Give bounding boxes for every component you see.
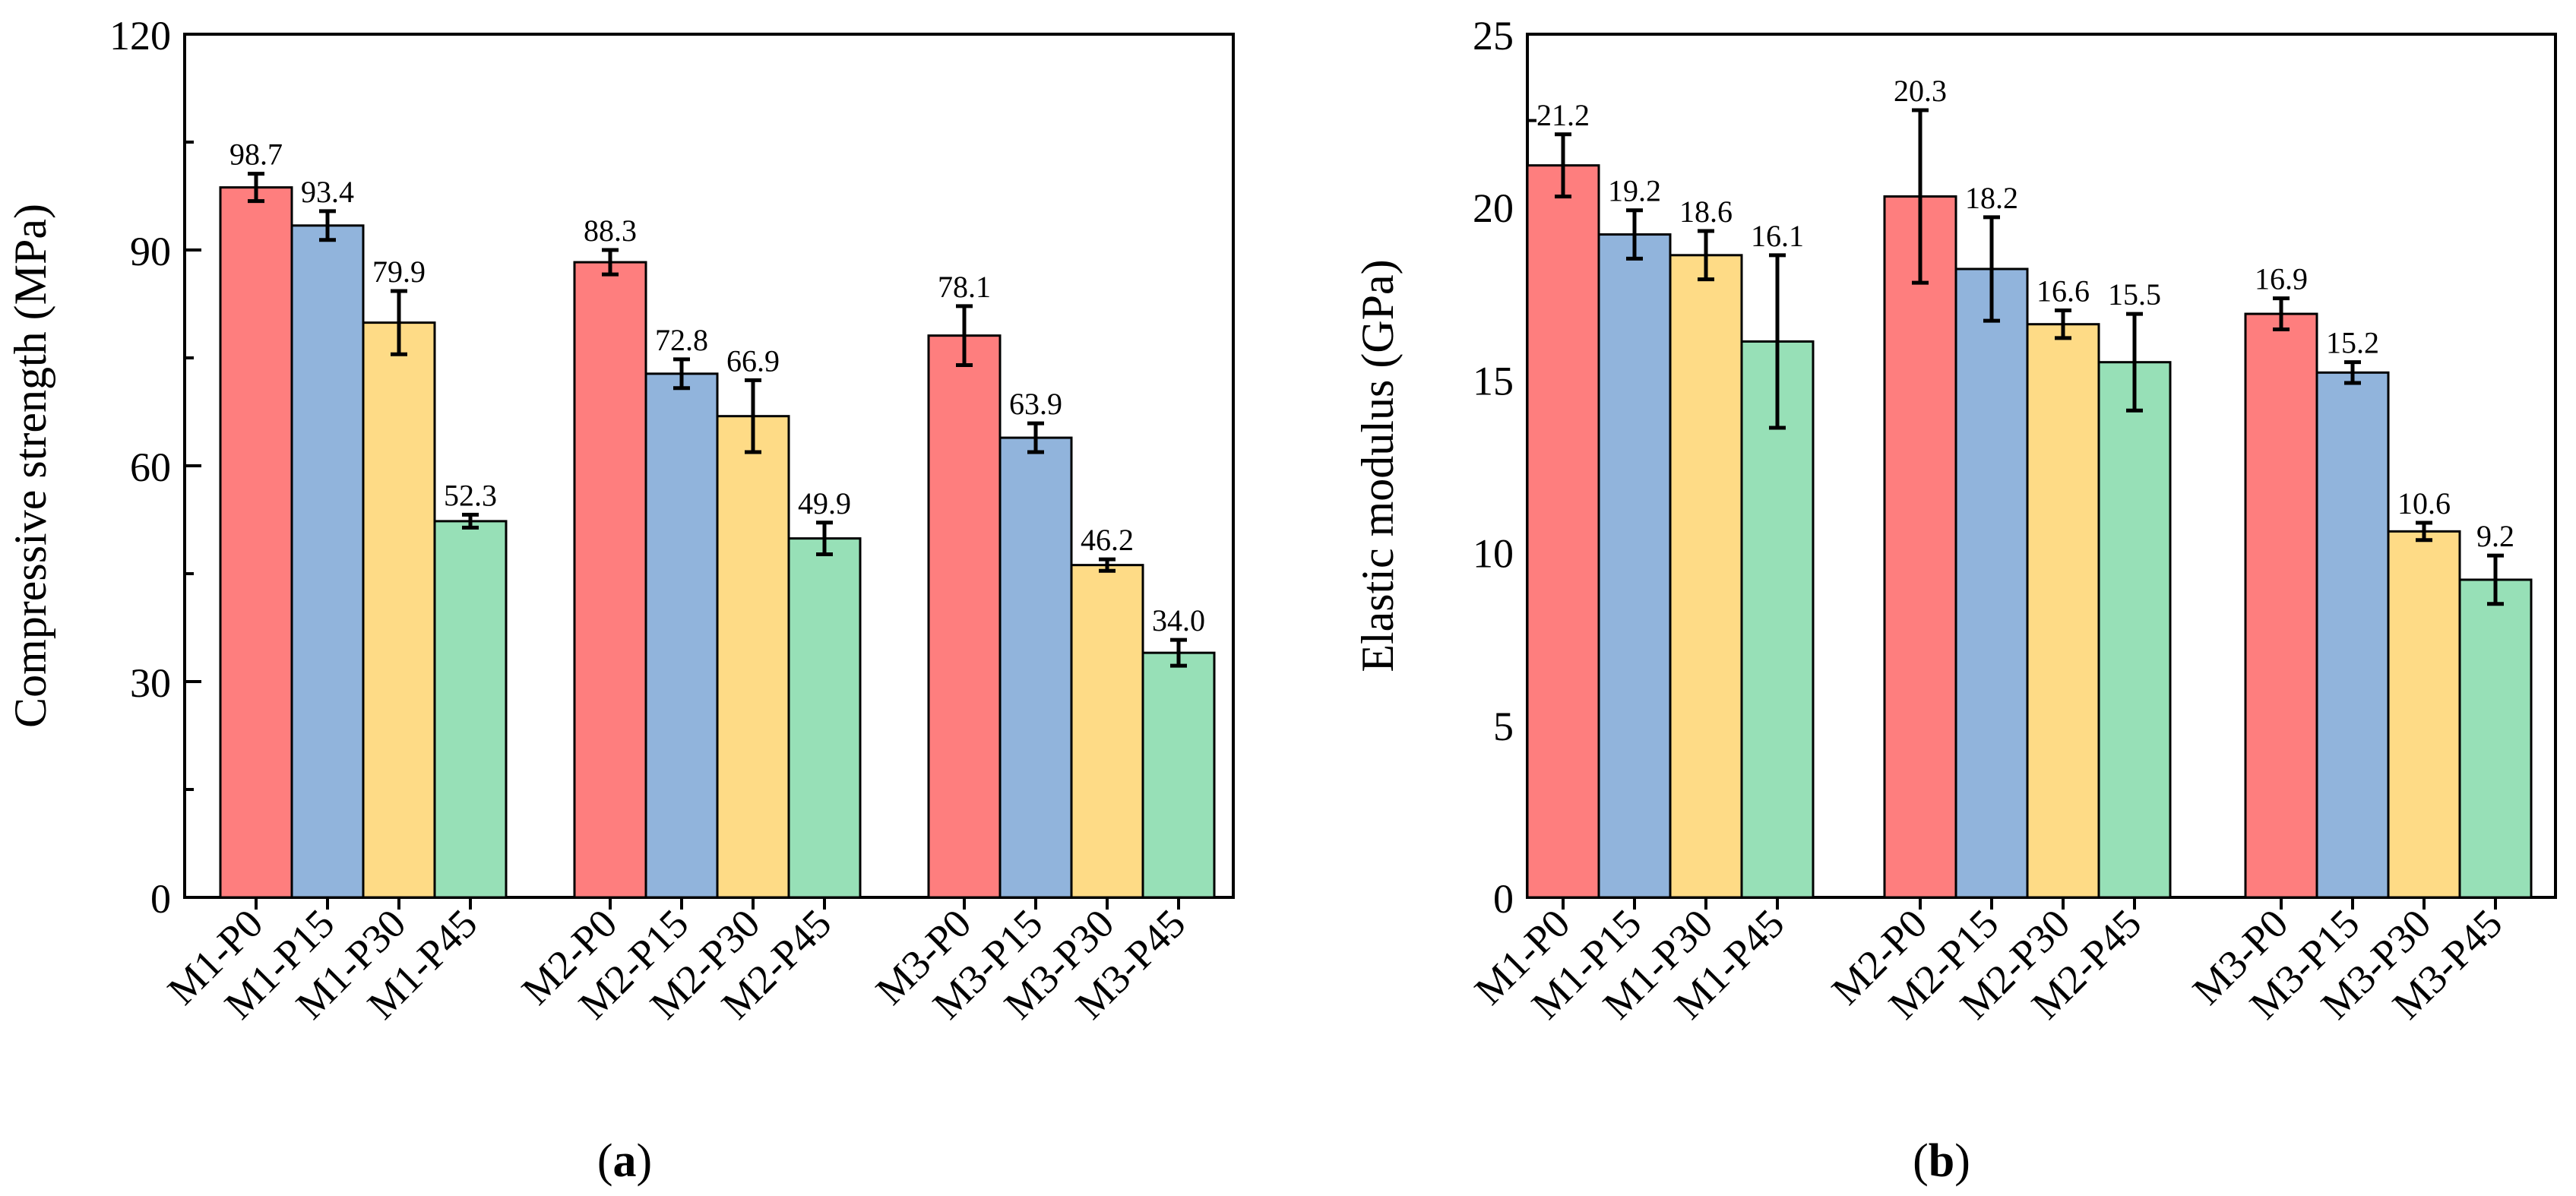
data-label: 66.9 [726, 343, 780, 378]
bar [1141, 651, 1216, 899]
bar [1669, 254, 1743, 899]
data-label: 9.2 [2476, 519, 2514, 553]
data-label: 34.0 [1152, 603, 1205, 638]
bar [573, 261, 647, 899]
y-axis-label: Compressive strength (MPa) [5, 204, 55, 728]
bar [998, 436, 1073, 899]
panel-label: (b) [1913, 1135, 1970, 1187]
bar [362, 321, 436, 899]
bar [1526, 164, 1600, 899]
data-label: 21.2 [1536, 98, 1590, 132]
data-label: 19.2 [1608, 174, 1661, 208]
y-tick-label: 20 [1473, 185, 1514, 231]
data-label: 78.1 [938, 270, 991, 304]
data-label: 20.3 [1894, 74, 1947, 108]
y-axis-label: Elastic modulus (GPa) [1353, 259, 1403, 672]
panel-label-open: ( [1913, 1135, 1929, 1187]
data-label: 49.9 [798, 486, 851, 520]
data-label: 63.9 [1009, 387, 1062, 421]
y-tick-label: 15 [1473, 358, 1514, 403]
y-tick-label: 30 [130, 660, 171, 706]
data-label: 72.8 [655, 323, 708, 357]
data-label: 88.3 [584, 214, 637, 248]
bar [2244, 312, 2318, 899]
panel-label-open: ( [597, 1135, 613, 1187]
bar [219, 186, 293, 899]
data-label: 18.6 [1679, 195, 1733, 229]
y-tick-label: 10 [1473, 531, 1514, 577]
y-tick-label: 5 [1493, 704, 1514, 749]
bar [290, 224, 365, 899]
data-label: 79.9 [372, 255, 426, 289]
bar [2315, 371, 2390, 899]
data-label: 16.9 [2255, 262, 2308, 296]
bar [433, 520, 508, 899]
data-label: 18.2 [1965, 181, 2018, 215]
y-tick-label: 25 [1473, 13, 1514, 59]
data-label: 16.1 [1751, 219, 1804, 253]
bar [1883, 195, 1957, 899]
panel-label-letter: b [1929, 1135, 1954, 1187]
bar [2026, 323, 2100, 899]
bar [1070, 564, 1144, 899]
data-label: 15.5 [2108, 277, 2161, 312]
panel-label: (a) [597, 1135, 652, 1187]
data-label: 10.6 [2397, 486, 2451, 520]
bar [1597, 233, 1672, 899]
data-label: 98.7 [229, 138, 283, 172]
data-label: 46.2 [1081, 523, 1134, 557]
bar [644, 372, 719, 899]
panel-a-chart: 0 30 60 90 120 Compressive strength (MPa) 98.7… [5, 13, 1235, 1187]
bar [2458, 578, 2533, 899]
data-label: 16.6 [2036, 274, 2090, 308]
panel-label-letter: a [613, 1135, 637, 1187]
data-label: 15.2 [2326, 326, 2379, 360]
bar [2097, 361, 2172, 899]
bar [927, 334, 1002, 899]
y-tick-label: 90 [130, 229, 171, 274]
data-label: 93.4 [301, 175, 354, 209]
y-tick-label: 0 [1493, 876, 1514, 922]
y-tick-label: 0 [150, 876, 171, 922]
y-tick-label: 120 [109, 13, 171, 59]
bar [787, 537, 862, 899]
panel-label-close: ) [1954, 1135, 1970, 1187]
panel-label-close: ) [637, 1135, 653, 1187]
y-tick-label: 60 [130, 445, 171, 490]
data-label: 52.3 [444, 478, 497, 512]
bar [716, 415, 790, 899]
bar [2387, 530, 2461, 899]
bar [1954, 267, 2029, 899]
